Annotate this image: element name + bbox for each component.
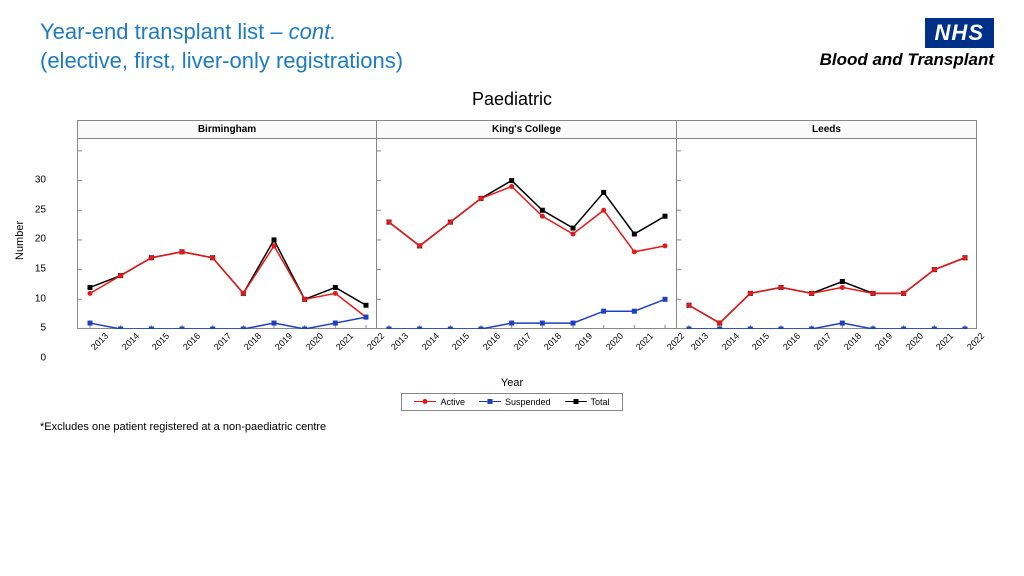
plot-area <box>77 139 377 329</box>
plot-area <box>677 139 977 329</box>
panel-header: Leeds <box>677 120 977 139</box>
page-title: Year-end transplant list – cont. (electi… <box>40 18 403 75</box>
panel-leeds: Leeds 2013201420152016201720182019202020… <box>677 120 977 357</box>
title-sub: (elective, first, liver-only registratio… <box>40 47 403 76</box>
title-main: Year-end transplant list – <box>40 19 289 44</box>
y-axis-label: Number <box>14 221 26 260</box>
legend-suspended: Suspended <box>479 397 551 407</box>
plot-area <box>377 139 677 329</box>
x-labels: 2013201420152016201720182019202020212022 <box>677 329 977 357</box>
chart-panels: Birmingham 20132014201520162017201820192… <box>50 120 1004 357</box>
x-axis-label: Year <box>0 377 1024 389</box>
panel-header: King's College <box>377 120 677 139</box>
legend-total: Total <box>565 397 610 407</box>
panel-header: Birmingham <box>77 120 377 139</box>
legend-wrap: Active Suspended Total <box>0 389 1024 411</box>
legend: Active Suspended Total <box>401 393 622 411</box>
panel-king-s-college: King's College 2013201420152016201720182… <box>377 120 677 357</box>
legend-active: Active <box>414 397 465 407</box>
nhs-logo-subtitle: Blood and Transplant <box>820 50 994 70</box>
nhs-logo-block: NHS Blood and Transplant <box>820 18 994 70</box>
nhs-logo: NHS <box>925 18 994 48</box>
title-cont: cont. <box>289 19 337 44</box>
x-labels: 2013201420152016201720182019202020212022 <box>77 329 377 357</box>
footnote: *Excludes one patient registered at a no… <box>40 421 1024 433</box>
panel-birmingham: Birmingham 20132014201520162017201820192… <box>77 120 377 357</box>
x-labels: 2013201420152016201720182019202020212022 <box>377 329 677 357</box>
chart-title: Paediatric <box>0 89 1024 110</box>
